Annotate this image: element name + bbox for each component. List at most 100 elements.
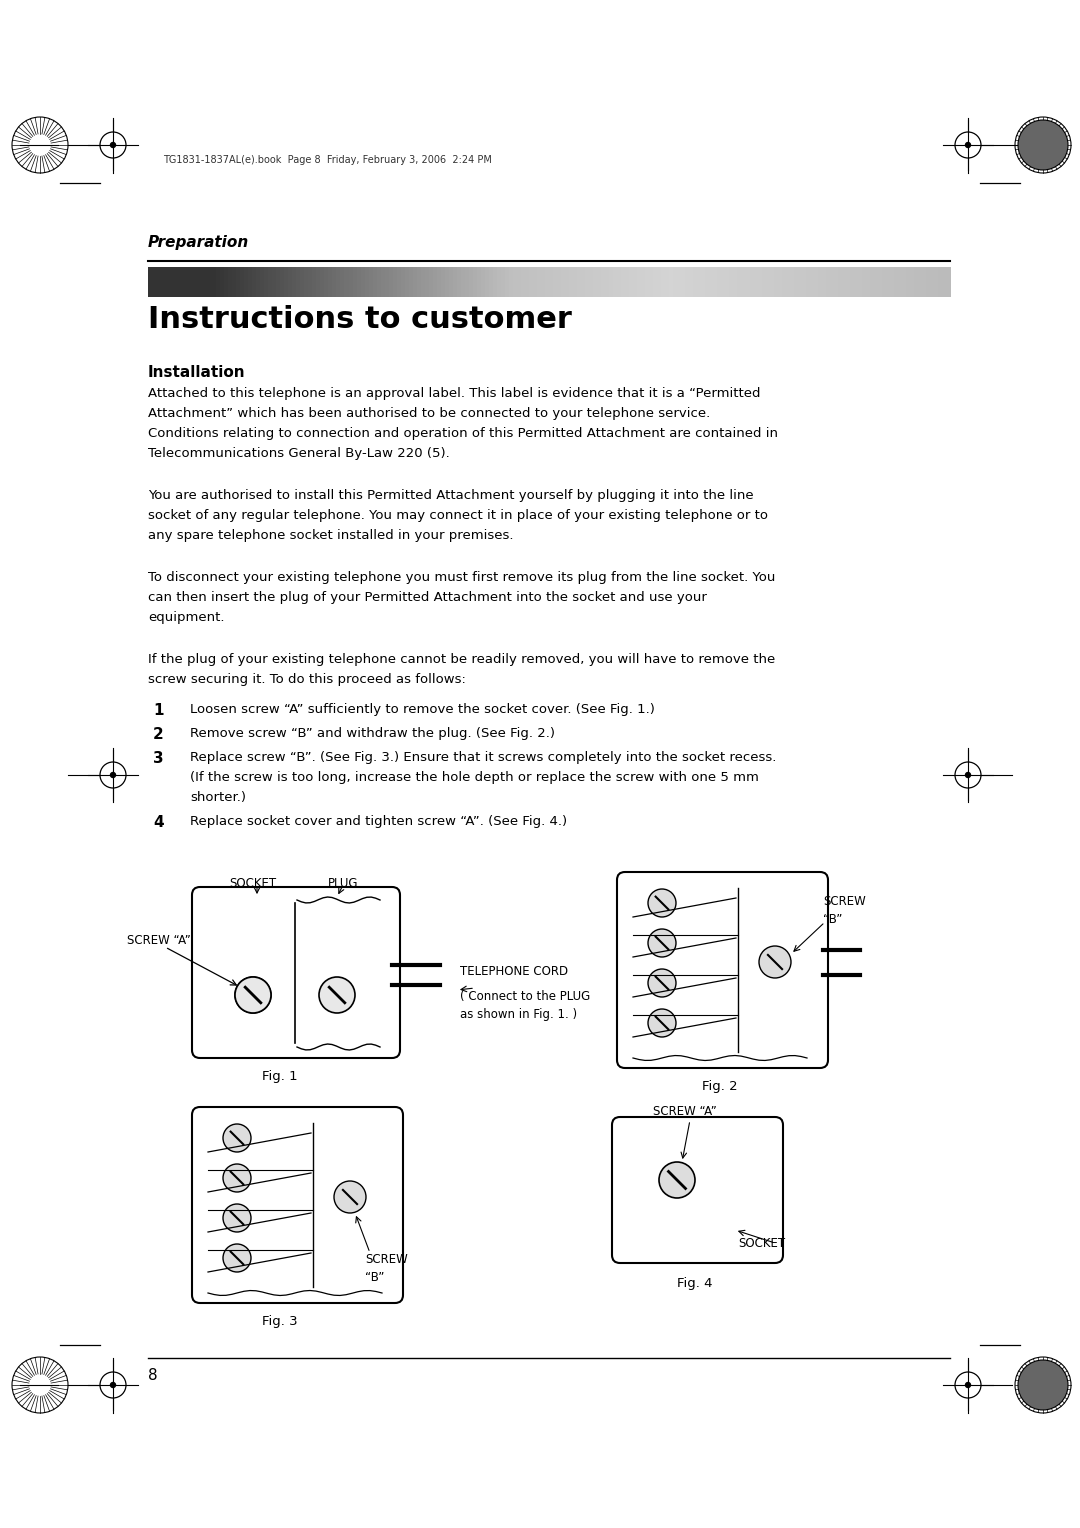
Bar: [577, 267, 582, 296]
Text: PLUG: PLUG: [327, 877, 359, 889]
Bar: [645, 267, 650, 296]
Bar: [878, 267, 882, 296]
Bar: [773, 267, 779, 296]
Text: (If the screw is too long, increase the hole depth or replace the screw with one: (If the screw is too long, increase the …: [190, 772, 759, 784]
Bar: [513, 267, 518, 296]
Text: Fig. 3: Fig. 3: [262, 1316, 298, 1328]
Bar: [693, 267, 699, 296]
Bar: [421, 267, 426, 296]
Text: Attachment” which has been authorised to be connected to your telephone service.: Attachment” which has been authorised to…: [148, 406, 711, 420]
Bar: [324, 267, 329, 296]
Circle shape: [648, 889, 676, 917]
Circle shape: [648, 969, 676, 996]
Bar: [453, 267, 458, 296]
Bar: [441, 267, 446, 296]
Bar: [589, 267, 594, 296]
Circle shape: [334, 1181, 366, 1213]
Bar: [813, 267, 819, 296]
Bar: [721, 267, 727, 296]
Bar: [866, 267, 870, 296]
Bar: [573, 267, 578, 296]
Bar: [890, 267, 895, 296]
Bar: [184, 267, 189, 296]
Bar: [742, 267, 746, 296]
Text: TG1831-1837AL(e).book  Page 8  Friday, February 3, 2006  2:24 PM: TG1831-1837AL(e).book Page 8 Friday, Feb…: [163, 154, 491, 165]
Circle shape: [966, 142, 971, 148]
Bar: [541, 267, 546, 296]
Circle shape: [222, 1125, 251, 1152]
Bar: [902, 267, 907, 296]
Bar: [461, 267, 465, 296]
Text: as shown in Fig. 1. ): as shown in Fig. 1. ): [460, 1008, 577, 1021]
Bar: [501, 267, 505, 296]
Bar: [373, 267, 378, 296]
Bar: [240, 267, 245, 296]
Bar: [232, 267, 238, 296]
Bar: [492, 267, 498, 296]
Bar: [180, 267, 185, 296]
Text: Instructions to customer: Instructions to customer: [148, 306, 572, 335]
Bar: [408, 267, 414, 296]
Bar: [597, 267, 603, 296]
Bar: [176, 267, 181, 296]
Bar: [705, 267, 711, 296]
Bar: [698, 267, 702, 296]
Bar: [464, 267, 470, 296]
Text: SOCKET: SOCKET: [229, 877, 276, 889]
Text: ( Connect to the PLUG: ( Connect to the PLUG: [460, 990, 591, 1002]
Text: Replace socket cover and tighten screw “A”. (See Fig. 4.): Replace socket cover and tighten screw “…: [190, 814, 567, 828]
Text: SCREW: SCREW: [365, 1253, 408, 1267]
Bar: [897, 267, 903, 296]
Bar: [801, 267, 807, 296]
Bar: [850, 267, 854, 296]
Bar: [834, 267, 839, 296]
Bar: [909, 267, 915, 296]
Text: Fig. 1: Fig. 1: [262, 1070, 298, 1083]
Bar: [212, 267, 217, 296]
Bar: [822, 267, 826, 296]
Bar: [637, 267, 643, 296]
Bar: [613, 267, 618, 296]
Bar: [846, 267, 851, 296]
Bar: [593, 267, 598, 296]
Bar: [581, 267, 586, 296]
Bar: [148, 267, 153, 296]
FancyBboxPatch shape: [192, 1106, 403, 1303]
Bar: [365, 267, 369, 296]
Bar: [272, 267, 278, 296]
Bar: [729, 267, 734, 296]
Bar: [869, 267, 875, 296]
Bar: [689, 267, 694, 296]
Bar: [841, 267, 847, 296]
Bar: [806, 267, 811, 296]
Bar: [477, 267, 482, 296]
Bar: [681, 267, 687, 296]
Bar: [882, 267, 887, 296]
Bar: [256, 267, 261, 296]
Bar: [633, 267, 638, 296]
Bar: [766, 267, 770, 296]
Bar: [316, 267, 322, 296]
Circle shape: [110, 1383, 116, 1387]
Bar: [352, 267, 357, 296]
Bar: [457, 267, 462, 296]
FancyBboxPatch shape: [612, 1117, 783, 1264]
Bar: [449, 267, 454, 296]
Bar: [942, 267, 947, 296]
Bar: [585, 267, 590, 296]
Bar: [244, 267, 249, 296]
Bar: [545, 267, 550, 296]
Text: Attached to this telephone is an approval label. This label is evidence that it : Attached to this telephone is an approva…: [148, 387, 760, 400]
Bar: [754, 267, 758, 296]
Bar: [220, 267, 226, 296]
Bar: [826, 267, 831, 296]
Bar: [208, 267, 213, 296]
Bar: [188, 267, 193, 296]
Bar: [661, 267, 666, 296]
Bar: [738, 267, 742, 296]
Circle shape: [659, 1161, 696, 1198]
Bar: [384, 267, 390, 296]
Bar: [525, 267, 530, 296]
Bar: [328, 267, 334, 296]
Bar: [436, 267, 442, 296]
